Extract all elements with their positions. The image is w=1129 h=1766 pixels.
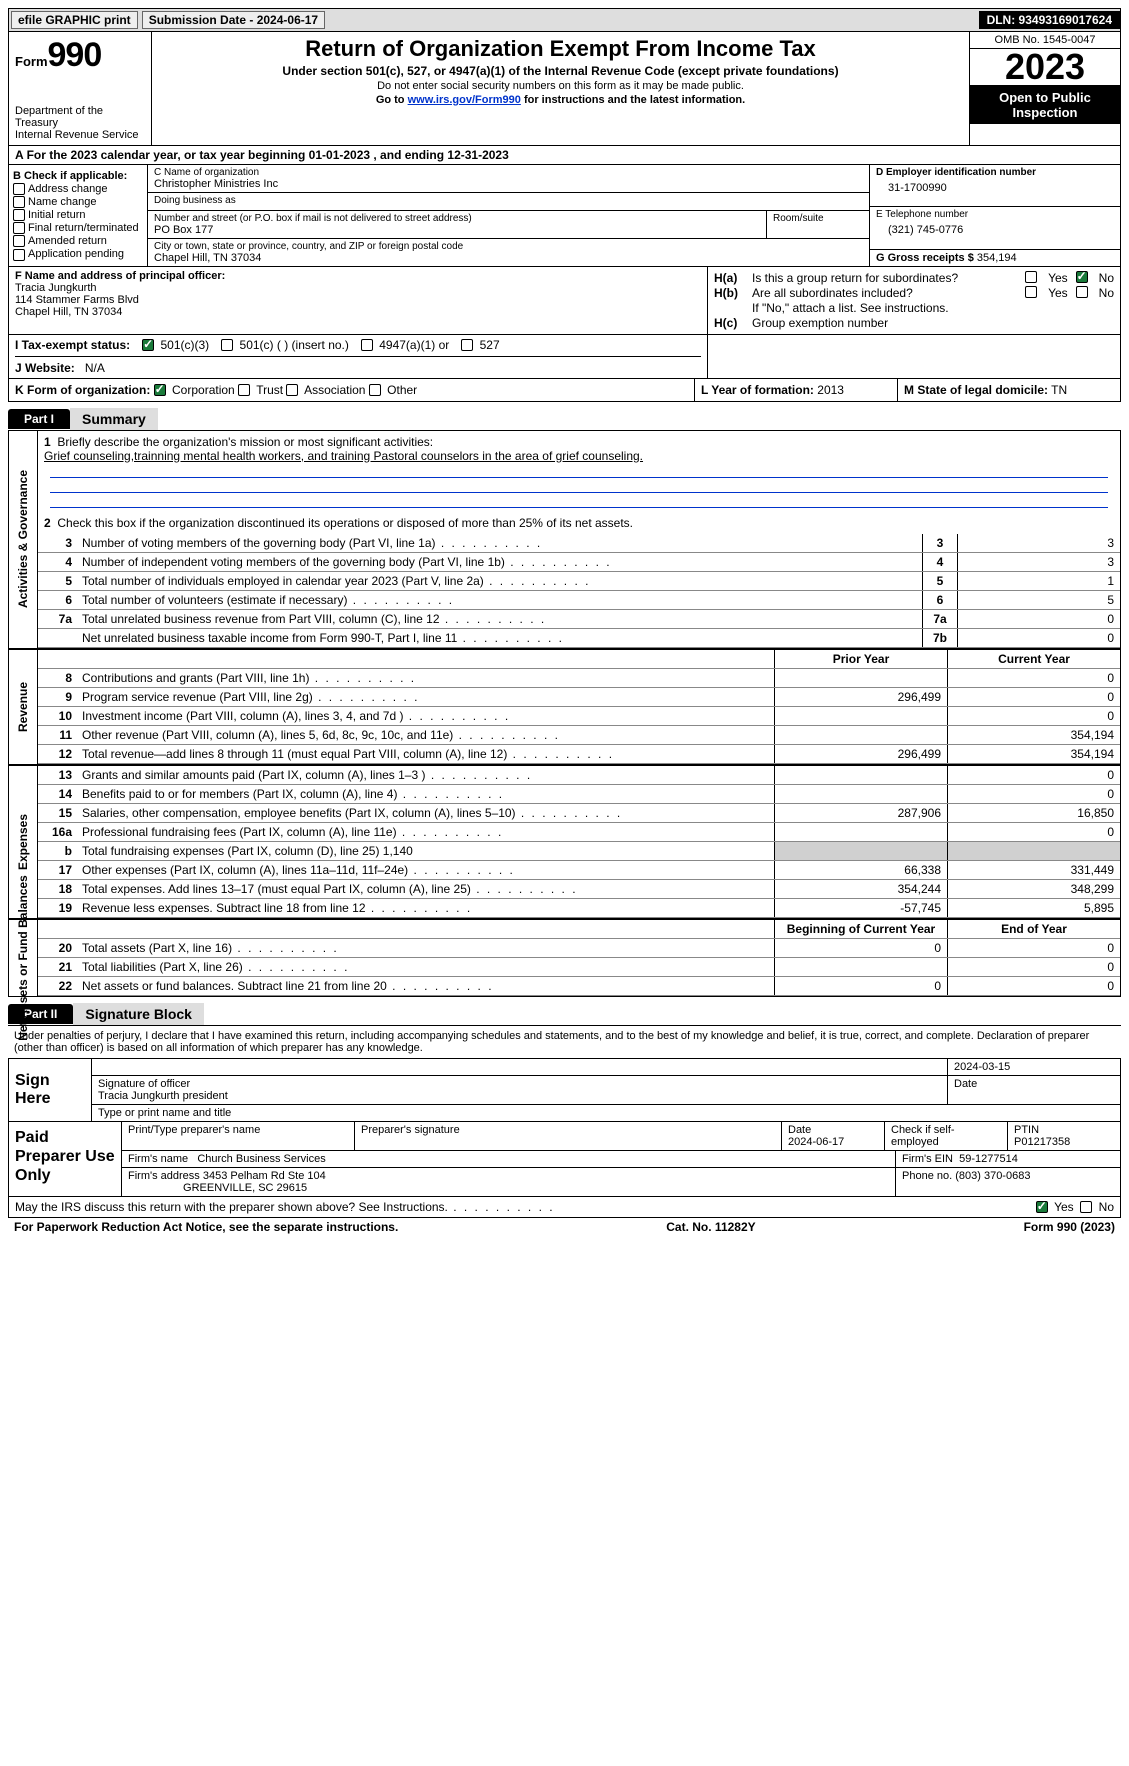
vlabel-gov: Activities & Governance (9, 431, 38, 648)
phone-value: (321) 745-0776 (876, 220, 1114, 240)
chk-assoc[interactable] (286, 384, 298, 396)
dln-label: DLN: 93493169017624 (979, 11, 1120, 29)
room-label: Room/suite (773, 213, 863, 224)
table-row: 10Investment income (Part VIII, column (… (38, 707, 1120, 726)
chk-final-return[interactable] (13, 222, 25, 234)
chk-initial-return[interactable] (13, 209, 25, 221)
city-label: City or town, state or province, country… (154, 241, 863, 252)
table-row: 14Benefits paid to or for members (Part … (38, 785, 1120, 804)
goto-line: Go to www.irs.gov/Form990 for instructio… (160, 94, 961, 106)
net-header: Beginning of Current Year End of Year (38, 920, 1120, 939)
mission-label: Briefly describe the organization's miss… (57, 435, 433, 449)
table-row: 12Total revenue—add lines 8 through 11 (… (38, 745, 1120, 764)
table-row: 11Other revenue (Part VIII, column (A), … (38, 726, 1120, 745)
table-row: 20Total assets (Part X, line 16)00 (38, 939, 1120, 958)
form-title: Return of Organization Exempt From Incom… (160, 36, 961, 62)
table-row: 15Salaries, other compensation, employee… (38, 804, 1120, 823)
org-name: Christopher Ministries Inc (154, 178, 863, 190)
sign-here-block: Sign Here 2024-03-15 Signature of office… (8, 1058, 1121, 1122)
discuss-row: May the IRS discuss this return with the… (8, 1197, 1121, 1218)
top-bar: efile GRAPHIC print Submission Date - 20… (8, 8, 1121, 32)
line-a: A For the 2023 calendar year, or tax yea… (8, 146, 1121, 165)
section-fh: F Name and address of principal officer:… (8, 267, 1121, 335)
open-public: Open to Public Inspection (970, 86, 1120, 124)
efile-button[interactable]: efile GRAPHIC print (11, 11, 138, 29)
table-row: 18Total expenses. Add lines 13–17 (must … (38, 880, 1120, 899)
chk-ha-no[interactable] (1076, 271, 1088, 283)
perjury-text: Under penalties of perjury, I declare th… (8, 1025, 1121, 1058)
vlabel-net: Net Assets or Fund Balances (9, 920, 38, 996)
chk-ha-yes[interactable] (1025, 271, 1037, 283)
chk-app-pending[interactable] (13, 249, 25, 261)
table-row: 13Grants and similar amounts paid (Part … (38, 766, 1120, 785)
chk-discuss-yes[interactable] (1036, 1201, 1048, 1213)
chk-discuss-no[interactable] (1080, 1201, 1092, 1213)
table-row: 19Revenue less expenses. Subtract line 1… (38, 899, 1120, 918)
ein-label: D Employer identification number (876, 167, 1114, 178)
table-row: 9Program service revenue (Part VIII, lin… (38, 688, 1120, 707)
chk-501c[interactable] (221, 339, 233, 351)
website-value: N/A (85, 361, 105, 375)
rev-header: Prior Year Current Year (38, 650, 1120, 669)
box-b: B Check if applicable: Address change Na… (9, 165, 148, 266)
section-bcdeg: B Check if applicable: Address change Na… (8, 165, 1121, 267)
dba-label: Doing business as (154, 195, 863, 206)
footer: For Paperwork Reduction Act Notice, see … (8, 1218, 1121, 1236)
submission-button[interactable]: Submission Date - 2024-06-17 (142, 11, 325, 29)
phone-label: E Telephone number (876, 209, 1114, 220)
city-value: Chapel Hill, TN 37034 (154, 252, 863, 264)
form-number: Form990 (15, 36, 145, 75)
part2-header: Part II Signature Block (8, 1003, 1121, 1025)
table-row: bTotal fundraising expenses (Part IX, co… (38, 842, 1120, 861)
chk-hb-no[interactable] (1076, 286, 1088, 298)
addr-value: PO Box 177 (154, 224, 760, 236)
table-row: 6Total number of volunteers (estimate if… (38, 591, 1120, 610)
part1-header: Part I Summary (8, 408, 1121, 430)
chk-name-change[interactable] (13, 196, 25, 208)
gross-label: G Gross receipts $ (876, 252, 974, 264)
table-row: 8Contributions and grants (Part VIII, li… (38, 669, 1120, 688)
table-row: 5Total number of individuals employed in… (38, 572, 1120, 591)
table-row: 16aProfessional fundraising fees (Part I… (38, 823, 1120, 842)
addr-label: Number and street (or P.O. box if mail i… (154, 213, 760, 224)
chk-hb-yes[interactable] (1025, 286, 1037, 298)
chk-corp[interactable] (154, 384, 166, 396)
part1-body: Activities & Governance 1 Briefly descri… (8, 430, 1121, 997)
form-header: Form990 Department of the Treasury Inter… (8, 32, 1121, 146)
vlabel-rev: Revenue (9, 650, 38, 764)
table-row: 22Net assets or fund balances. Subtract … (38, 977, 1120, 996)
gross-value: 354,194 (977, 252, 1017, 264)
table-row: 4Number of independent voting members of… (38, 553, 1120, 572)
row-ij: I Tax-exempt status: 501(c)(3) 501(c) ( … (8, 335, 1121, 379)
chk-501c3[interactable] (142, 339, 154, 351)
paid-preparer-block: Paid Preparer Use Only Print/Type prepar… (8, 1122, 1121, 1197)
irs-link[interactable]: www.irs.gov/Form990 (408, 94, 521, 106)
table-row: 21Total liabilities (Part X, line 26)0 (38, 958, 1120, 977)
website-label: J Website: (15, 361, 75, 375)
mission-text: Grief counseling,trainning mental health… (44, 449, 643, 463)
box-h: H(a) Is this a group return for subordin… (708, 267, 1120, 334)
form-subtitle: Under section 501(c), 527, or 4947(a)(1)… (160, 64, 961, 78)
department: Department of the Treasury Internal Reve… (15, 105, 145, 141)
table-row: 7aTotal unrelated business revenue from … (38, 610, 1120, 629)
table-row: 17Other expenses (Part IX, column (A), l… (38, 861, 1120, 880)
chk-amended-return[interactable] (13, 235, 25, 247)
chk-trust[interactable] (238, 384, 250, 396)
chk-527[interactable] (461, 339, 473, 351)
ein-value: 31-1700990 (876, 178, 1114, 198)
chk-4947[interactable] (361, 339, 373, 351)
tax-status-label: I Tax-exempt status: (15, 338, 130, 352)
table-row: 3Number of voting members of the governi… (38, 534, 1120, 553)
chk-other[interactable] (369, 384, 381, 396)
box-f: F Name and address of principal officer:… (9, 267, 708, 334)
tax-year: 2023 (970, 49, 1120, 86)
chk-address-change[interactable] (13, 183, 25, 195)
table-row: Net unrelated business taxable income fr… (38, 629, 1120, 648)
org-name-label: C Name of organization (154, 167, 863, 178)
row-klm: K Form of organization: Corporation Trus… (8, 379, 1121, 402)
ssn-note: Do not enter social security numbers on … (160, 80, 961, 92)
sig-date: 2024-03-15 (948, 1059, 1120, 1075)
